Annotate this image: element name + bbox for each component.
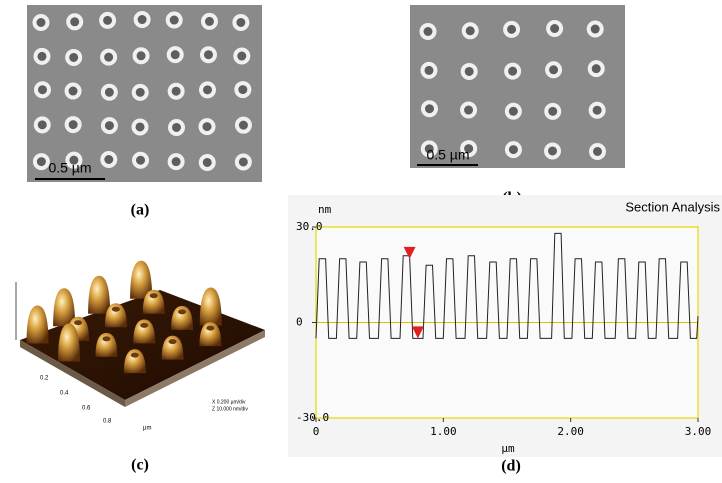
- pillar-ring: [464, 24, 477, 37]
- pillar-ring: [170, 85, 183, 98]
- pillar-ring: [201, 120, 214, 133]
- figure: 0.5 µm (a) 0.5 µm (b) 0.2 0.4 0.6 0.8 µm…: [0, 0, 722, 483]
- pillar-ring: [170, 155, 183, 168]
- pillar-ring: [169, 48, 182, 61]
- pillar-ring: [201, 156, 214, 169]
- panel-label: (c): [131, 457, 149, 474]
- pillar-ring: [236, 83, 249, 96]
- panel-label: (a): [131, 202, 150, 219]
- pillar-ring: [67, 118, 80, 131]
- pillar-ring: [102, 153, 115, 166]
- pillar-ring: [423, 102, 436, 115]
- pillar-ring: [67, 85, 80, 98]
- pillar-ring: [36, 83, 49, 96]
- pillar-ring: [507, 105, 520, 118]
- afm-pillar-top: [112, 307, 120, 312]
- afm-tick: 0.6: [82, 406, 91, 412]
- pillar-ring: [422, 64, 435, 77]
- pillar-ring: [35, 50, 48, 63]
- pillar-ring: [136, 13, 149, 26]
- pillar-ring: [168, 14, 181, 27]
- pillar-ring: [237, 119, 250, 132]
- pillar-ring: [507, 143, 520, 156]
- y-tick-label: 30.0: [296, 220, 323, 233]
- afm-pillar-top: [150, 293, 158, 298]
- pillar-ring: [35, 16, 48, 29]
- pillar-ring: [67, 51, 80, 64]
- pillar-ring: [103, 119, 116, 132]
- afm-pillar-top: [169, 339, 177, 344]
- pillar-ring: [546, 105, 559, 118]
- afm-pillar-top: [140, 323, 148, 328]
- pillar-ring: [591, 145, 604, 158]
- pillar-ring: [548, 22, 561, 35]
- afm-pillar-top: [131, 353, 139, 358]
- pillar-ring: [547, 63, 560, 76]
- pillar-ring: [36, 118, 49, 131]
- x-tick-label: 2.00: [557, 425, 584, 438]
- pillar-ring: [591, 104, 604, 117]
- afm-pillar-top: [102, 336, 110, 341]
- pillar-ring: [134, 120, 147, 133]
- afm-tick: 0.8: [103, 419, 112, 425]
- pillar-ring: [170, 121, 183, 134]
- x-tick-label: 1.00: [430, 425, 457, 438]
- pillar-ring: [589, 23, 602, 36]
- afm-pillar-top: [74, 320, 82, 325]
- scale-label: 0.5 µm: [48, 160, 91, 176]
- pillar-ring: [102, 51, 115, 64]
- y-axis-label: nm: [318, 203, 332, 216]
- afm-pillar-top: [206, 326, 214, 331]
- pillar-ring: [202, 48, 215, 61]
- pillar-ring: [135, 49, 148, 62]
- afm-legend: Z 10.000 nm/div: [212, 406, 248, 412]
- pillar-ring: [505, 23, 518, 36]
- afm-unit: µm: [143, 426, 151, 432]
- pillar-ring: [462, 104, 475, 117]
- pillar-ring: [68, 15, 81, 28]
- x-tick-label: 0: [313, 425, 320, 438]
- pillar-ring: [234, 16, 247, 29]
- afm-pillar-top: [178, 309, 186, 314]
- x-axis-label: µm: [501, 442, 515, 455]
- afm-tick: 0.2: [40, 376, 49, 382]
- panel-label: (d): [501, 458, 521, 475]
- pillar-ring: [134, 86, 147, 99]
- afm-legend: X 0.200 µm/div: [212, 399, 246, 405]
- pillar-ring: [422, 25, 435, 38]
- pillar-ring: [35, 155, 48, 168]
- pillar-ring: [235, 50, 248, 63]
- afm-tick: 0.4: [60, 391, 69, 397]
- pillar-ring: [203, 15, 216, 28]
- scale-label: 0.5 µm: [426, 147, 469, 163]
- pillar-ring: [590, 62, 603, 75]
- chart-title: Section Analysis: [625, 199, 720, 214]
- pillar-ring: [101, 14, 114, 27]
- y-tick-label: 0: [296, 316, 303, 329]
- pillar-ring: [463, 65, 476, 78]
- pillar-ring: [546, 144, 559, 157]
- pillar-ring: [134, 154, 147, 167]
- pillar-ring: [103, 86, 116, 99]
- pillar-ring: [201, 83, 214, 96]
- pillar-ring: [506, 65, 519, 78]
- x-tick-label: 3.00: [685, 425, 712, 438]
- pillar-ring: [237, 155, 250, 168]
